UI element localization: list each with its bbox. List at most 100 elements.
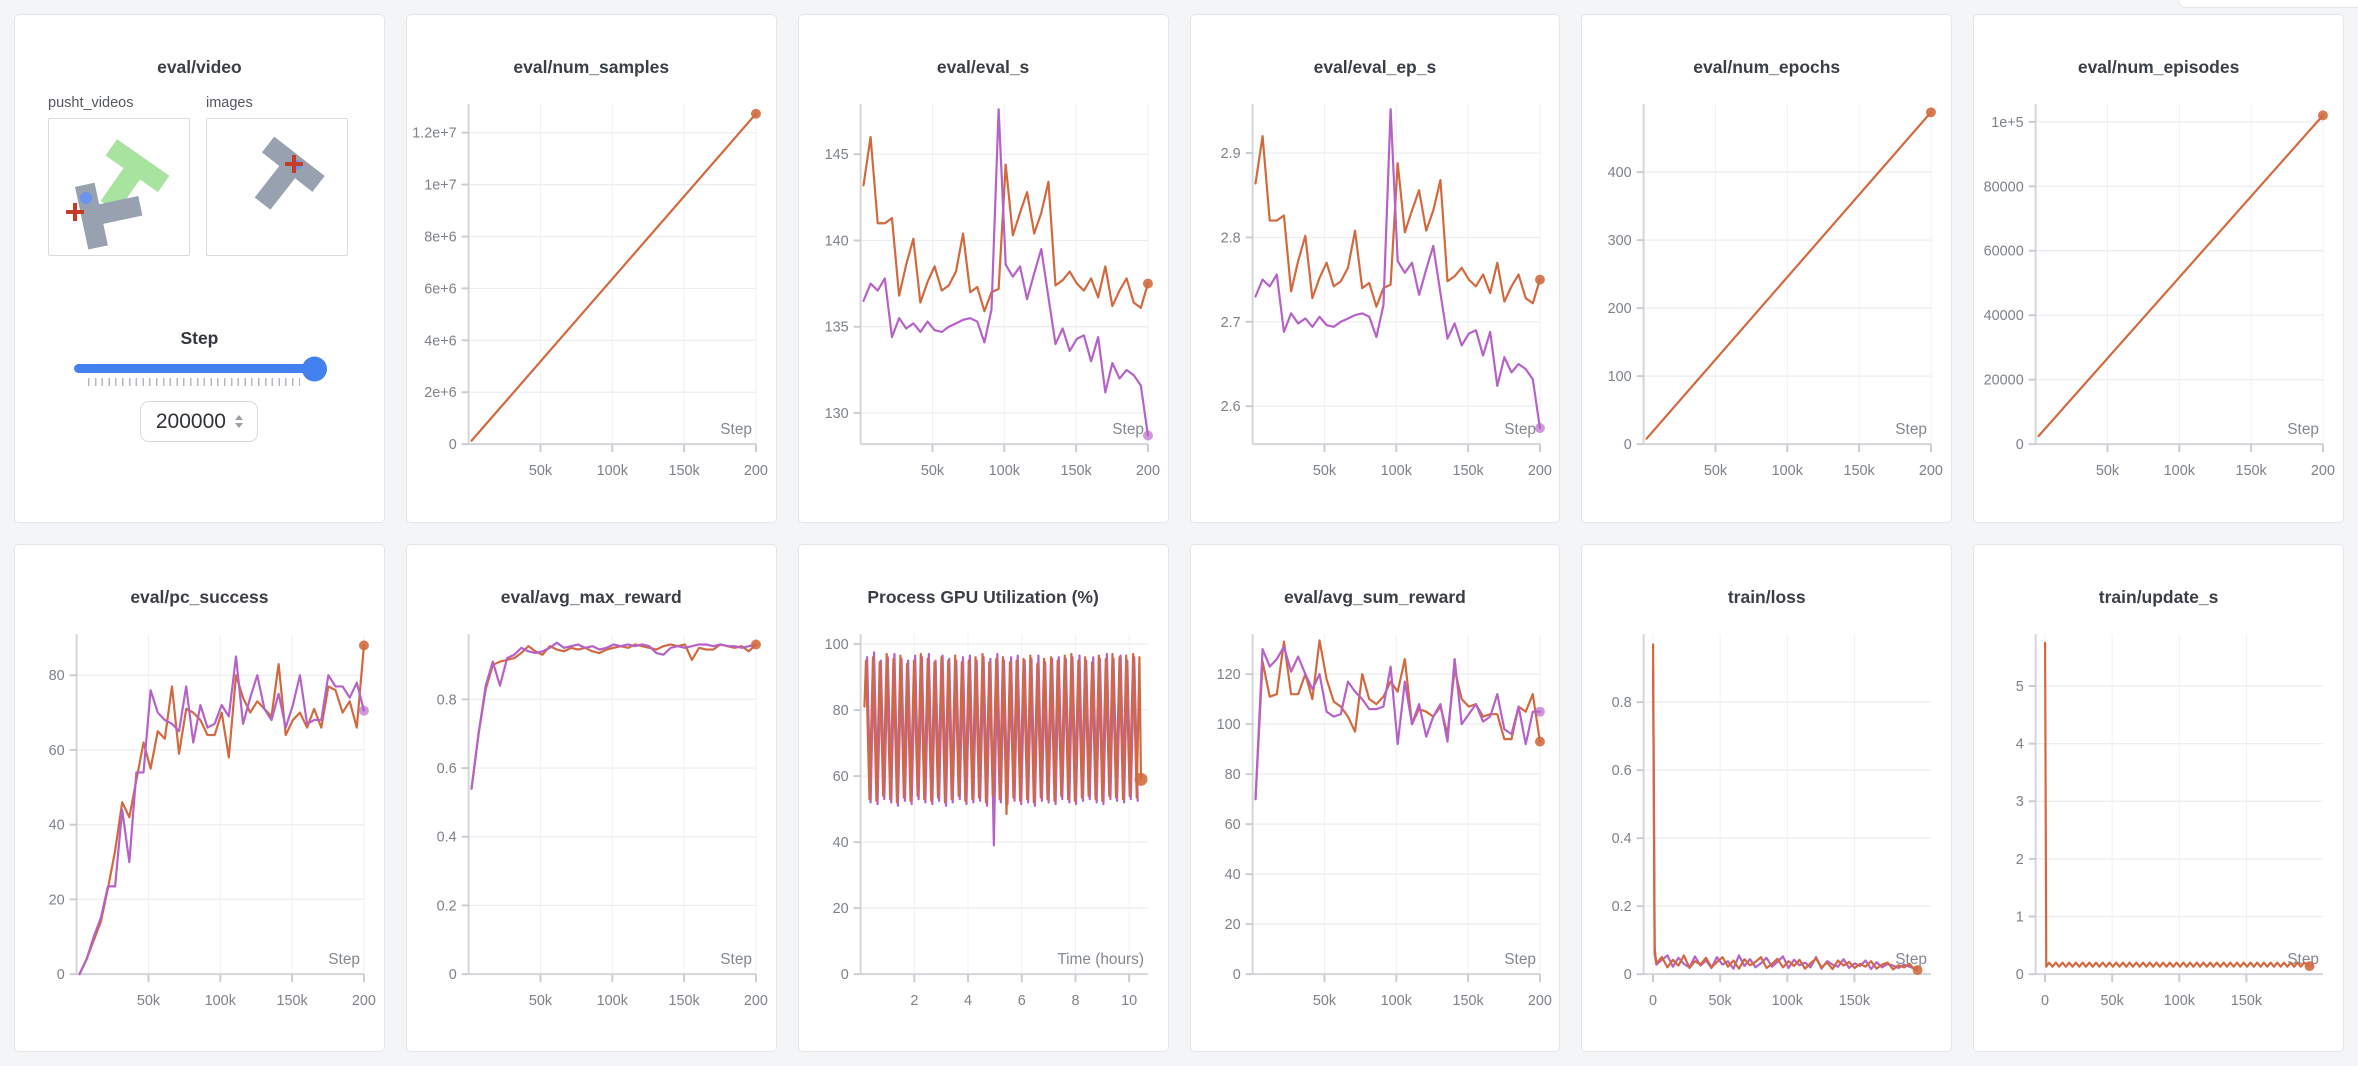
y-tick-label: 135 bbox=[824, 320, 848, 336]
target-cross-icon bbox=[285, 155, 303, 174]
y-tick-label: 120 bbox=[1216, 667, 1240, 683]
x-tick-label: 50k bbox=[2101, 993, 2125, 1009]
slider-thumb[interactable] bbox=[302, 356, 328, 382]
media-panel-title: eval/video bbox=[157, 57, 242, 77]
x-axis-label: Step bbox=[720, 421, 752, 438]
x-axis-label: Step bbox=[1896, 421, 1928, 438]
series-line-purple-run bbox=[862, 108, 1149, 437]
images-scene bbox=[254, 136, 325, 210]
endpoint-dot-orange-run bbox=[1142, 278, 1153, 289]
y-tick-label: 130 bbox=[824, 406, 848, 422]
media-label-pusht-videos: pusht_videos bbox=[48, 95, 134, 112]
step-input[interactable]: 200000 bbox=[140, 401, 259, 443]
x-tick-label: 50k bbox=[137, 993, 161, 1009]
series-line-orange-run bbox=[1253, 135, 1541, 308]
chart-panel: eval/eval_ep_s 2.6 2.7 2.8 2.9 50k 100k 150k 200… bbox=[1189, 14, 1561, 523]
chart-canvas[interactable]: 0 20 40 60 80 100 120 50k 100k 150k 200 Step bbox=[1191, 625, 1560, 1029]
x-tick-label: 150k bbox=[1060, 463, 1092, 479]
chart-title: eval/num_epochs bbox=[1693, 57, 1841, 77]
y-tick-label: 20 bbox=[832, 901, 848, 917]
x-tick-label: 200 bbox=[1527, 993, 1551, 1009]
x-tick-label: 200 bbox=[352, 993, 376, 1009]
x-axis-label: Step bbox=[720, 951, 752, 968]
chart-title: eval/eval_s bbox=[936, 57, 1030, 77]
chart-title: eval/pc_success bbox=[130, 586, 269, 607]
series-line-orange-run bbox=[862, 135, 1149, 313]
x-tick-label: 50k bbox=[529, 463, 553, 479]
media-item-images: images bbox=[206, 95, 348, 257]
y-tick-label: 0 bbox=[840, 967, 848, 983]
y-tick-label: 145 bbox=[824, 147, 848, 163]
x-tick-label: 100k bbox=[205, 993, 237, 1009]
endpoint-dot-orange-run bbox=[750, 108, 761, 119]
y-tick-label: 200 bbox=[1608, 301, 1632, 317]
y-tick-label: 0.8 bbox=[437, 692, 457, 708]
y-tick-label: 20 bbox=[1224, 917, 1240, 933]
chart-canvas[interactable]: 0 2e+6 4e+6 6e+6 8e+6 1e+7 1.2e+7 50k 100k 150k 20… bbox=[407, 95, 776, 499]
y-tick-label: 20000 bbox=[1984, 373, 2024, 389]
chart-title: eval/num_episodes bbox=[2077, 57, 2240, 77]
x-tick-label: 4 bbox=[964, 993, 972, 1009]
slider-tick-ruler bbox=[88, 378, 301, 387]
slider-track[interactable] bbox=[74, 356, 328, 382]
chart-canvas[interactable]: 0 20 40 60 80 100 2 4 6 8 10 Time (hours) bbox=[799, 625, 1168, 1029]
x-tick-label: 150k bbox=[1452, 993, 1484, 1009]
endpoint-dot-purple-run bbox=[1142, 430, 1153, 441]
x-tick-label: 200 bbox=[744, 463, 768, 479]
chart-canvas[interactable]: 130 135 140 145 50k 100k 150k 200 Step bbox=[799, 95, 1168, 499]
y-tick-label: 0 bbox=[1232, 967, 1240, 983]
chart-panel: eval/num_samples 0 2e+6 4e+6 6e+6 8e+6 1e+7 1.2… bbox=[405, 14, 777, 523]
step-up-icon[interactable] bbox=[234, 415, 243, 421]
chart-title: eval/num_samples bbox=[513, 57, 670, 77]
pusht-scene bbox=[66, 139, 170, 250]
x-axis-label: Step bbox=[2287, 421, 2319, 438]
x-tick-label: 50k bbox=[1312, 993, 1336, 1009]
series-line-orange-run bbox=[2044, 641, 2311, 968]
chart-panel: eval/num_epochs 0 100 200 300 400 50k 100k 150k 2… bbox=[1581, 14, 1953, 523]
x-tick-label: 50k bbox=[921, 463, 945, 479]
chart-canvas[interactable]: 2.6 2.7 2.8 2.9 50k 100k 150k 200 Step bbox=[1191, 95, 1560, 499]
step-slider[interactable] bbox=[74, 356, 328, 387]
media-panel: eval/video pusht_videos bbox=[14, 14, 385, 523]
chart-canvas[interactable]: 0 20000 40000 60000 80000 1e+5 50k 100k 150k 200 S… bbox=[1974, 95, 2343, 499]
x-tick-label: 150k bbox=[1839, 993, 1871, 1009]
y-tick-label: 2e+6 bbox=[424, 385, 456, 401]
y-tick-label: 20 bbox=[49, 892, 65, 908]
images-thumbnail[interactable] bbox=[206, 118, 348, 257]
x-tick-label: 50k bbox=[1312, 463, 1336, 479]
x-tick-label: 200 bbox=[1527, 463, 1551, 479]
y-tick-label: 0.4 bbox=[437, 829, 457, 845]
chart-canvas[interactable]: 0 0.2 0.4 0.6 0.8 50k 100k 150k 200 Step bbox=[407, 625, 776, 1029]
y-tick-label: 4 bbox=[2016, 736, 2024, 752]
endpoint-dot-orange-run bbox=[358, 640, 369, 650]
chart-title: eval/avg_max_reward bbox=[500, 586, 682, 607]
y-tick-label: 5 bbox=[2016, 679, 2024, 695]
chart-panel: train/loss 0 0.2 0.4 0.6 0.8 0 50k 100k 150k Step bbox=[1581, 543, 1953, 1052]
chart-panel: Process GPU Utilization (%) 0 20 40 60 80 100 2… bbox=[797, 543, 1169, 1052]
chart-panel: eval/num_episodes 0 20000 40000 60000 80000 1e… bbox=[1973, 14, 2344, 523]
x-tick-label: 150k bbox=[276, 993, 308, 1009]
chart-canvas[interactable]: 0 20 40 60 80 50k 100k 150k 200 Step bbox=[15, 625, 384, 1029]
step-down-icon[interactable] bbox=[234, 423, 243, 429]
partial-panel-edge bbox=[2178, 0, 2358, 8]
y-tick-label: 0.2 bbox=[1612, 899, 1632, 915]
endpoint-dot-purple-run bbox=[1534, 423, 1545, 434]
media-label-images: images bbox=[206, 95, 253, 112]
series-line-purple-run bbox=[78, 655, 366, 975]
endpoint-dot-orange-run bbox=[2318, 110, 2329, 121]
pusht-video-thumbnail[interactable] bbox=[48, 118, 190, 257]
y-tick-label: 60000 bbox=[1984, 244, 2024, 260]
x-tick-label: 0 bbox=[1649, 993, 1657, 1009]
y-tick-label: 100 bbox=[1608, 369, 1632, 385]
endpoint-dot-orange-run bbox=[1926, 107, 1937, 118]
stepper-arrows[interactable] bbox=[234, 415, 243, 429]
series-line-purple-run bbox=[470, 641, 757, 790]
chart-canvas[interactable]: 0 100 200 300 400 50k 100k 150k 200 Step bbox=[1582, 95, 1951, 499]
y-tick-label: 1e+7 bbox=[424, 178, 456, 194]
series-line-orange-run bbox=[78, 643, 366, 975]
y-tick-label: 0.2 bbox=[437, 898, 457, 914]
x-tick-label: 2 bbox=[910, 993, 918, 1009]
